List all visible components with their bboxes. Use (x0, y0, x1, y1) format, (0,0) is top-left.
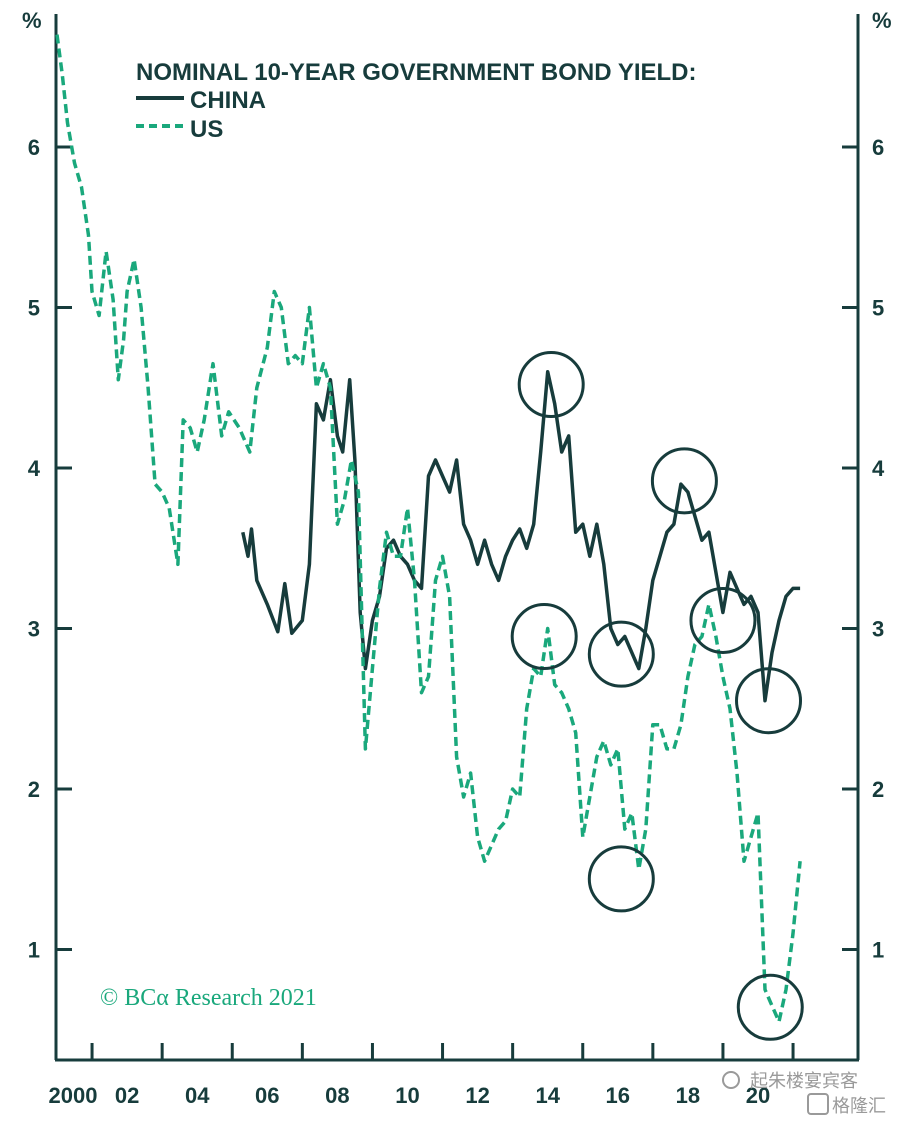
annotation-circle (517, 351, 585, 419)
annotation-circle (587, 845, 655, 913)
annotation-circles (510, 351, 804, 1041)
y-tick-label-left: 2 (28, 777, 40, 802)
y-tick-label-left: 6 (28, 135, 40, 160)
annotation-circle (510, 603, 578, 671)
legend: CHINA US (136, 87, 266, 143)
y-tick-label-right: 3 (872, 617, 884, 642)
chart-title: NOMINAL 10-YEAR GOVERNMENT BOND YIELD: (136, 59, 697, 86)
annotation-circle (689, 586, 757, 654)
series-line-china (241, 369, 801, 703)
x-tick-label: 20 (746, 1083, 770, 1108)
y-tick-label-left: 4 (28, 456, 41, 481)
x-tick-label: 04 (185, 1083, 210, 1108)
x-tick-label: 08 (325, 1083, 349, 1108)
x-tick-label: 18 (676, 1083, 700, 1108)
y-tick-label-right: 6 (872, 135, 884, 160)
y-tick-label-left: 1 (28, 938, 40, 963)
watermark-logo-icon (807, 1093, 829, 1115)
y-tick-label-right: 5 (872, 296, 884, 321)
x-tick-label: 10 (395, 1083, 419, 1108)
series-line-us (55, 34, 802, 1024)
x-tick-label: 16 (606, 1083, 630, 1108)
legend-us-label: US (190, 116, 223, 143)
x-tick-label: 12 (465, 1083, 489, 1108)
x-tick-label: 14 (535, 1083, 560, 1108)
legend-china-label: CHINA (190, 87, 266, 114)
y-tick-label-left: 3 (28, 617, 40, 642)
credit-label: © BCα Research 2021 (100, 985, 317, 1011)
y-tick-label-right: 2 (872, 777, 884, 802)
x-tick-label: 06 (255, 1083, 279, 1108)
annotation-circle (735, 667, 803, 735)
annotation-circle (736, 973, 804, 1041)
x-tick-label: 02 (115, 1083, 139, 1108)
annotation-circle (587, 620, 655, 688)
wechat-icon (722, 1071, 740, 1089)
x-tick-label: 2000 (49, 1083, 98, 1108)
y-ticks: 1 1 2 2 3 3 4 4 5 5 6 6 (28, 135, 885, 963)
watermark-line1: 起朱楼宴宾客 (750, 1070, 858, 1092)
right-unit-label: % (872, 8, 892, 33)
watermark-line2: 格隆汇 (832, 1096, 886, 1117)
y-tick-label-right: 4 (872, 456, 885, 481)
annotation-circle (650, 447, 718, 515)
series-layer (55, 34, 802, 1024)
left-unit-label: % (22, 8, 42, 33)
y-tick-label-left: 5 (28, 296, 40, 321)
x-ticks: 2000 02 04 06 08 10 12 14 16 18 20 (49, 1043, 795, 1108)
axes (54, 14, 860, 1062)
y-tick-label-right: 1 (872, 938, 884, 963)
watermark: 起朱楼宴宾客 格隆汇 (722, 1070, 886, 1117)
